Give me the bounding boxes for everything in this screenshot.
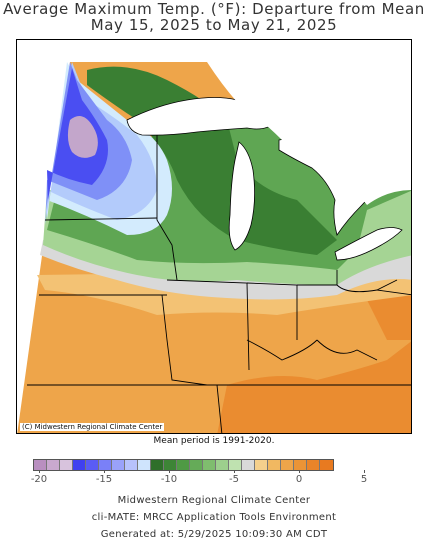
- legend-swatch: [60, 460, 73, 470]
- legend-color-bar: [33, 459, 334, 471]
- legend-tick-label: -15: [95, 474, 113, 485]
- legend-swatch: [229, 460, 242, 470]
- legend-swatch: [190, 460, 203, 470]
- map-title-line2: May 15, 2025 to May 21, 2025: [90, 16, 338, 34]
- legend-tick-mark: [364, 470, 365, 473]
- temperature-departure-map: [17, 62, 411, 433]
- legend-tick-mark: [104, 470, 105, 473]
- region-dark-orange: [217, 341, 411, 433]
- legend-swatch: [281, 460, 294, 470]
- legend-tick-mark: [234, 470, 235, 473]
- legend-tick-label: -20: [30, 474, 48, 485]
- state-boundaries: [27, 135, 411, 433]
- footer-app: cli-MATE: MRCC Application Tools Environ…: [91, 512, 337, 523]
- lake-michigan: [228, 141, 255, 251]
- legend-swatch: [112, 460, 125, 470]
- legend-swatch: [99, 460, 112, 470]
- legend-swatch: [294, 460, 307, 470]
- legend-swatch: [203, 460, 216, 470]
- legend-swatch: [242, 460, 255, 470]
- legend-tick-label: 0: [295, 474, 303, 485]
- map-title-line1: Average Maximum Temp. (°F): Departure fr…: [3, 0, 425, 18]
- legend-swatch: [86, 460, 99, 470]
- footer-generated: Generated at: 5/29/2025 10:09:30 AM CDT: [100, 529, 328, 540]
- lake-superior: [126, 97, 280, 136]
- map-frame: (C) Midwestern Regional Climate Center: [16, 39, 412, 434]
- legend-swatch: [307, 460, 320, 470]
- legend-swatch: [268, 460, 281, 470]
- map-credit: (C) Midwestern Regional Climate Center: [20, 423, 165, 431]
- legend-tick-label: -10: [160, 474, 178, 485]
- legend-swatch: [164, 460, 177, 470]
- legend-tick-mark: [39, 470, 40, 473]
- legend-tick-mark: [299, 470, 300, 473]
- legend-swatch: [47, 460, 60, 470]
- legend-tick-mark: [169, 470, 170, 473]
- legend-swatch: [73, 460, 86, 470]
- lake-erie: [334, 227, 403, 261]
- mean-period-note: Mean period is 1991-2020.: [153, 436, 275, 446]
- legend-swatch: [177, 460, 190, 470]
- legend-swatch: [216, 460, 229, 470]
- legend-swatch: [138, 460, 151, 470]
- canada-region: [207, 62, 411, 205]
- legend-swatch: [151, 460, 164, 470]
- legend-swatch: [320, 460, 333, 470]
- legend-tick-label: -5: [229, 474, 239, 485]
- legend-swatch: [34, 460, 47, 470]
- region-dark-orange: [367, 293, 411, 340]
- legend-swatch: [125, 460, 138, 470]
- legend-tick-label: 5: [360, 474, 368, 485]
- region-purple: [67, 116, 98, 158]
- legend-swatch: [255, 460, 268, 470]
- footer-org: Midwestern Regional Climate Center: [117, 495, 311, 506]
